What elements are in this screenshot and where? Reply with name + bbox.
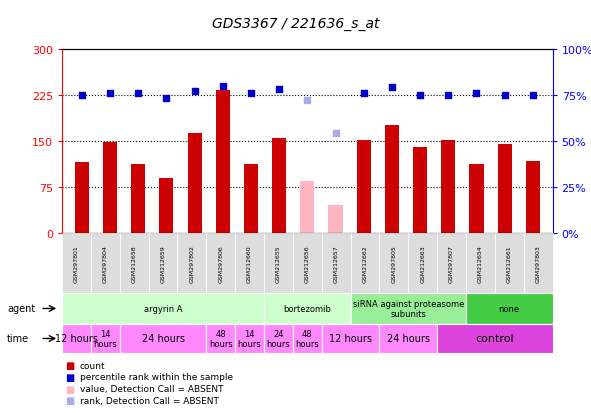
Text: GSM212654: GSM212654 (478, 244, 483, 282)
Bar (441, 140, 455, 233)
Point (134, 90, 143, 97)
Text: GSM212659: GSM212659 (161, 244, 165, 282)
Point (190, 88, 199, 95)
Bar (103, 142, 117, 233)
Bar (498, 145, 512, 233)
Point (161, 96, 171, 102)
Text: GSM212655: GSM212655 (276, 244, 281, 282)
Text: GSM212657: GSM212657 (334, 244, 339, 282)
Point (472, 90, 481, 97)
Text: none: none (499, 304, 520, 313)
Text: GSM297805: GSM297805 (391, 244, 397, 282)
Text: agent: agent (7, 304, 35, 314)
Point (303, 98, 312, 104)
Point (274, 87, 284, 93)
Point (444, 92, 453, 99)
Bar (74, 163, 89, 233)
Point (359, 90, 368, 97)
Text: 24
hours: 24 hours (267, 329, 290, 348)
Text: GDS3367 / 221636_s_at: GDS3367 / 221636_s_at (212, 17, 379, 31)
Text: GSM297806: GSM297806 (218, 244, 223, 282)
Bar (216, 90, 230, 233)
Text: ■: ■ (65, 361, 74, 370)
Text: GSM212660: GSM212660 (247, 244, 252, 282)
Point (77, 92, 86, 99)
Point (331, 131, 340, 138)
Bar (526, 161, 540, 233)
Text: GSM297801: GSM297801 (74, 244, 79, 282)
Text: 12 hours: 12 hours (329, 334, 372, 344)
Bar (329, 206, 343, 233)
Point (415, 92, 425, 99)
Bar (300, 181, 314, 233)
Text: argyrin A: argyrin A (144, 304, 182, 313)
Text: 48
hours: 48 hours (209, 329, 233, 348)
Text: 24 hours: 24 hours (387, 334, 430, 344)
Text: GSM212658: GSM212658 (132, 244, 137, 282)
Text: 14
hours: 14 hours (238, 329, 261, 348)
Bar (244, 164, 258, 233)
Text: time: time (7, 334, 29, 344)
Text: ■: ■ (65, 395, 74, 405)
Text: 14
hours: 14 hours (93, 329, 117, 348)
Text: percentile rank within the sample: percentile rank within the sample (80, 373, 233, 382)
Text: control: control (476, 334, 514, 344)
Bar (187, 134, 202, 233)
Text: ■: ■ (65, 372, 74, 382)
Text: bortezomib: bortezomib (283, 304, 332, 313)
Point (218, 83, 228, 90)
Point (387, 85, 397, 91)
Text: rank, Detection Call = ABSENT: rank, Detection Call = ABSENT (80, 396, 219, 405)
Text: siRNA against proteasome
subunits: siRNA against proteasome subunits (353, 299, 464, 318)
Bar (469, 164, 483, 233)
Text: GSM297803: GSM297803 (535, 244, 541, 282)
Text: GSM297802: GSM297802 (189, 244, 194, 282)
Text: 12 hours: 12 hours (55, 334, 98, 344)
Text: value, Detection Call = ABSENT: value, Detection Call = ABSENT (80, 384, 223, 393)
Text: count: count (80, 361, 105, 370)
Text: GSM212663: GSM212663 (420, 244, 426, 282)
Bar (385, 126, 399, 233)
Text: GSM212661: GSM212661 (507, 244, 512, 282)
Text: GSM297804: GSM297804 (103, 244, 108, 282)
Bar (272, 138, 286, 233)
Point (105, 90, 115, 97)
Text: 48
hours: 48 hours (296, 329, 319, 348)
Text: GSM212662: GSM212662 (362, 244, 368, 282)
Text: ■: ■ (65, 384, 74, 394)
Bar (356, 140, 371, 233)
Text: GSM212656: GSM212656 (305, 244, 310, 282)
Point (528, 92, 538, 99)
Point (246, 90, 256, 97)
Text: GSM297807: GSM297807 (449, 244, 454, 282)
Text: 24 hours: 24 hours (142, 334, 184, 344)
Bar (160, 178, 173, 233)
Bar (131, 164, 145, 233)
Bar (413, 147, 427, 233)
Point (500, 92, 509, 99)
